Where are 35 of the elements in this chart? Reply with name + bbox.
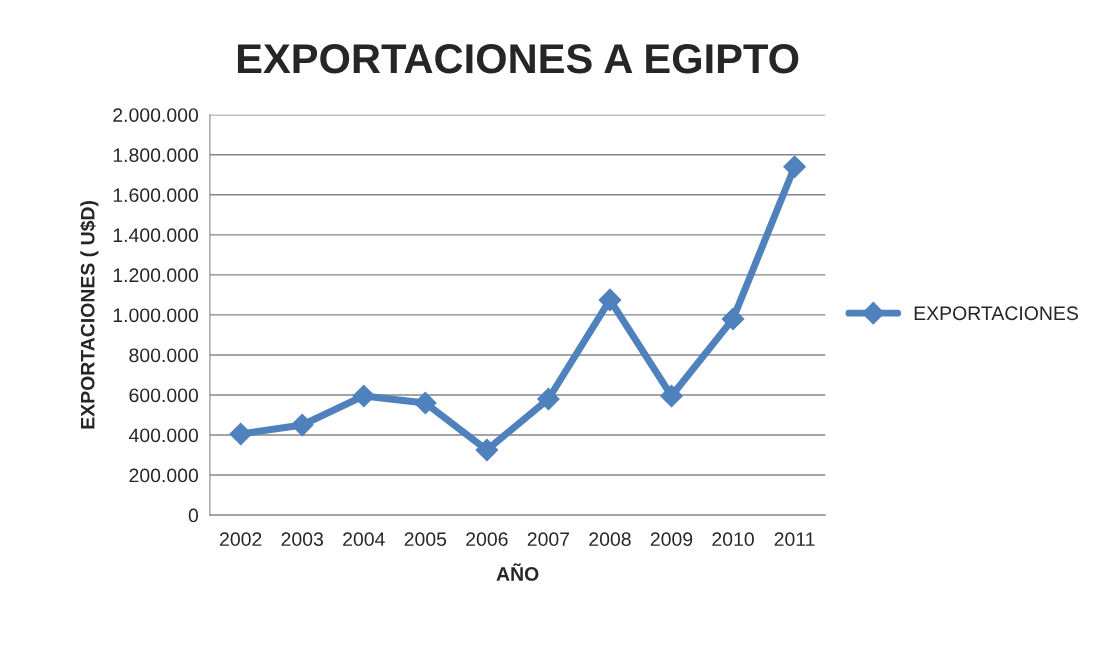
point bbox=[660, 384, 683, 408]
x-tick-label: 2010 bbox=[712, 532, 754, 547]
point bbox=[721, 307, 745, 331]
y-tick-label: 1.800.000 bbox=[113, 148, 199, 163]
x-tick-label: 2005 bbox=[404, 532, 447, 547]
x-tick-label: 2004 bbox=[343, 532, 385, 547]
x-tick-label: 2008 bbox=[589, 532, 631, 547]
y-tick-label: 200.000 bbox=[129, 468, 199, 483]
y-axis-title: EXPORTACIONES ( U$D) bbox=[79, 201, 99, 429]
point bbox=[783, 155, 806, 179]
point bbox=[475, 438, 499, 462]
x-tick-label: 2009 bbox=[650, 532, 693, 547]
y-tick-label: 800.000 bbox=[129, 348, 199, 363]
y-tick-label: 1.000.000 bbox=[113, 308, 199, 323]
point bbox=[229, 422, 252, 446]
y-tick-label: 1.400.000 bbox=[113, 228, 199, 243]
legend-label: EXPORTACIONES bbox=[914, 306, 1078, 321]
y-tick-label: 400.000 bbox=[128, 428, 199, 443]
point bbox=[352, 384, 376, 408]
chart-title: EXPORTACIONES A EGIPTO bbox=[237, 43, 799, 74]
point bbox=[413, 391, 437, 415]
point bbox=[598, 288, 622, 312]
y-tick-label: 1.600.000 bbox=[113, 188, 199, 203]
x-tick-label: 2006 bbox=[466, 532, 508, 547]
x-tick-label: 2007 bbox=[527, 532, 570, 547]
x-tick-label: 2002 bbox=[220, 532, 262, 547]
x-tick-label: 2011 bbox=[774, 532, 815, 547]
x-tick-label: 2003 bbox=[281, 532, 323, 547]
y-tick-label: 1.200.000 bbox=[113, 268, 199, 283]
point bbox=[290, 413, 314, 437]
y-tick-label: 600.000 bbox=[129, 388, 199, 403]
point bbox=[537, 387, 560, 411]
y-tick-label: 0 bbox=[188, 508, 199, 523]
x-axis-title: AÑO bbox=[496, 563, 539, 581]
y-tick-label: 2.000.000 bbox=[113, 108, 199, 122]
